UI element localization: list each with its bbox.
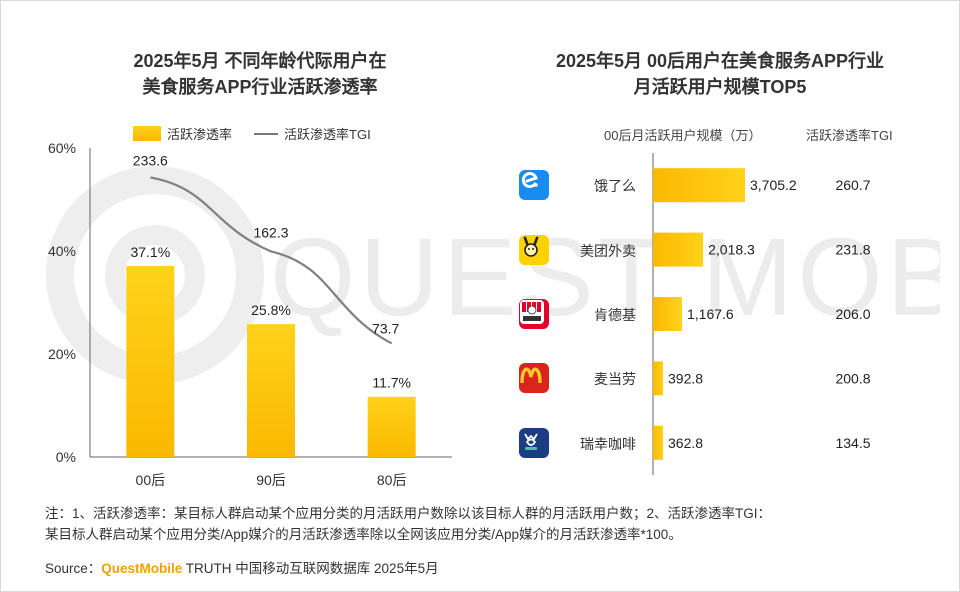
tgi-value-label: 73.7: [372, 320, 399, 336]
tgi-value-label: 233.6: [133, 152, 168, 168]
mcdonalds-icon: [519, 363, 549, 394]
bar-value-label: 37.1%: [130, 244, 170, 260]
right-chart-title-line1: 2025年5月 00后用户在美食服务APP行业: [555, 51, 885, 71]
right-header-tgi: 活跃渗透率TGI: [806, 128, 893, 143]
right-chart: 3,705.2 260.7 2,018.3 231.8 1,167.6 206.0 392.…: [652, 153, 871, 475]
legend-line-label: 活跃渗透率TGI: [284, 127, 371, 142]
tgi-line: [150, 176, 393, 345]
x-category-label: 90后: [256, 472, 286, 488]
hbar-value-label: 392.8: [668, 370, 703, 386]
left-chart-title: 2025年5月 不同年龄代际用户在 美食服务APP行业活跃渗透率: [50, 48, 470, 100]
kfc-icon: [519, 299, 549, 329]
right-chart-title: 2025年5月 00后用户在美食服务APP行业 月活跃用户规模TOP5: [500, 48, 940, 100]
watermark-text: QUEST MOBILE: [270, 216, 940, 339]
luckin-coffee-icon: [519, 427, 549, 458]
source-label: Source：: [45, 561, 102, 576]
tgi-column-value: 231.8: [835, 242, 870, 258]
tgi-value-label: 162.3: [253, 224, 288, 240]
left-y-tick-label: 60%: [48, 140, 76, 156]
left-y-tick-label: 0%: [56, 449, 76, 465]
app-name-label: 饿了么: [594, 178, 636, 195]
hbar-user-scale: [653, 168, 745, 203]
app-name-label: 美团外卖: [580, 242, 636, 259]
footnote: 注：1、活跃渗透率：某目标人群启动某个应用分类的月活跃用户数除以该目标人群的月活…: [45, 503, 771, 545]
source-line: Source：QuestMobile TRUTH 中国移动互联网数据库 2025…: [45, 557, 439, 577]
hbar-user-scale: [653, 232, 704, 267]
eleme-icon: [519, 170, 549, 201]
hbar-user-scale: [653, 297, 682, 331]
left-y-tick-label: 20%: [48, 346, 76, 362]
bar-activity-rate: [247, 324, 295, 457]
tgi-column-value: 200.8: [835, 370, 870, 386]
x-category-label: 80后: [377, 472, 407, 488]
bar-value-label: 25.8%: [251, 302, 291, 318]
footnote-line2: 某目标人群启动某个应用分类/App媒介的月活跃渗透率除以全网该应用分类/App媒…: [45, 527, 682, 542]
tgi-column-value: 260.7: [835, 177, 870, 193]
x-category-label: 00后: [136, 472, 166, 488]
left-y-tick-label: 40%: [48, 243, 76, 259]
footnote-line1: 注：1、活跃渗透率：某目标人群启动某个应用分类的月活跃用户数除以该目标人群的月活…: [45, 506, 772, 521]
right-header-scale: 00后月活跃用户规模（万）: [604, 128, 762, 143]
hbar-value-label: 3,705.2: [750, 177, 797, 193]
left-chart: 60% 40% 20% 0% 37.1% 00后 25.8% 90后 11.7% 80后 233.6…: [48, 140, 452, 488]
hbar-user-scale: [653, 361, 663, 396]
legend-bar-label: 活跃渗透率: [167, 127, 233, 142]
hbar-value-label: 362.8: [668, 435, 703, 451]
source-text: TRUTH 中国移动互联网数据库 2025年5月: [182, 561, 439, 576]
left-chart-title-line2: 美食服务APP行业活跃渗透率: [142, 77, 378, 97]
meituan-waimai-icon: [519, 234, 549, 265]
app-name-label: 瑞幸咖啡: [580, 435, 636, 452]
tgi-column-value: 134.5: [835, 435, 870, 451]
tgi-column-value: 206.0: [835, 306, 870, 322]
left-chart-title-line1: 2025年5月 不同年龄代际用户在: [133, 51, 387, 71]
legend-line-swatch: [254, 132, 279, 135]
hbar-value-label: 2,018.3: [708, 242, 755, 258]
hbar-user-scale: [653, 425, 663, 460]
bar-value-label: 11.7%: [372, 375, 411, 391]
legend-bar-swatch: [133, 126, 161, 141]
bar-activity-rate: [367, 396, 416, 457]
right-chart-title-line2: 月活跃用户规模TOP5: [633, 77, 807, 97]
hbar-value-label: 1,167.6: [687, 306, 734, 322]
left-chart-legend: 活跃渗透率 活跃渗透率TGI: [133, 124, 371, 143]
watermark: QUEST MOBILE: [46, 166, 940, 384]
app-name-label: 肯德基: [594, 307, 636, 323]
app-name-label: 麦当劳: [594, 371, 636, 388]
bar-activity-rate: [126, 265, 175, 457]
source-brand: QuestMobile: [101, 561, 183, 576]
